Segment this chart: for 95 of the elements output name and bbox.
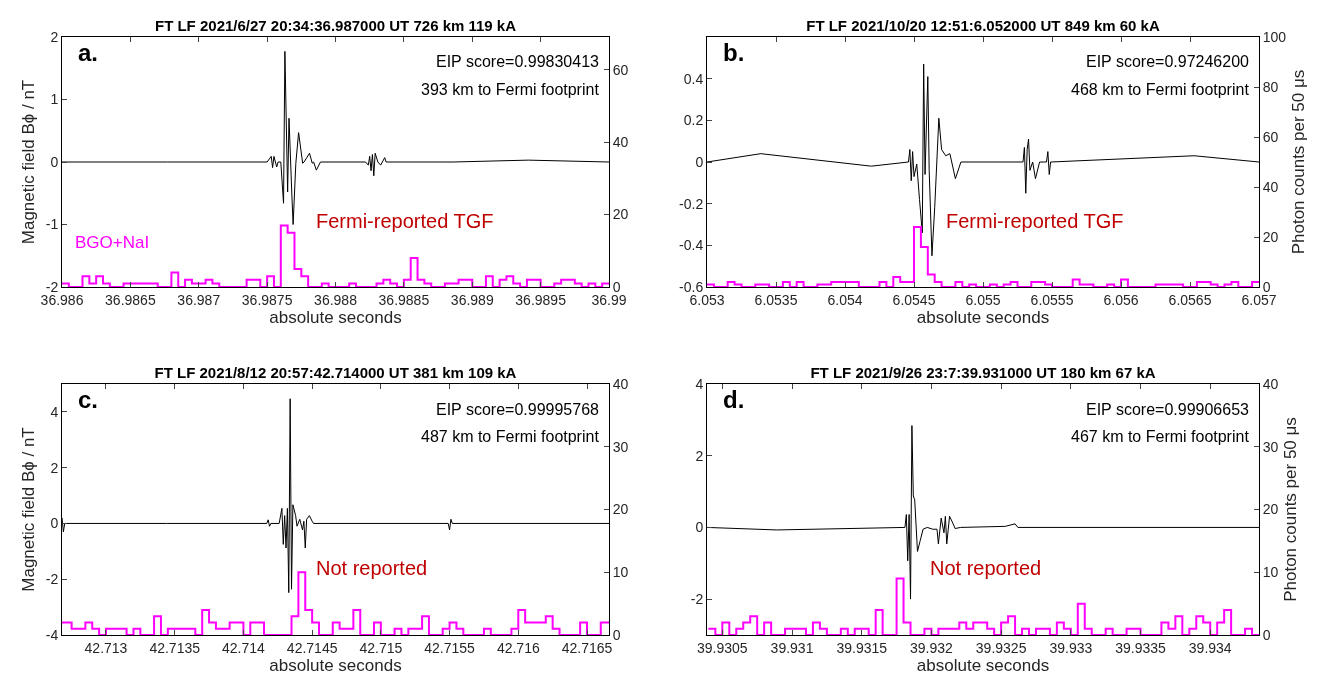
series-label: BGO+NaI bbox=[75, 233, 150, 252]
annotation: 468 km to Fermi footprint bbox=[1071, 81, 1250, 98]
y-tick-label: 0 bbox=[695, 519, 704, 536]
y-tick-label: 4 bbox=[695, 375, 704, 392]
annotation: Not reported bbox=[930, 557, 1042, 579]
y-tick-label: 0 bbox=[695, 153, 704, 170]
y2-tick-label: 100 bbox=[1262, 28, 1287, 45]
chart-title: FT LF 2021/6/27 20:34:36.987000 UT 726 km 119 kA bbox=[154, 17, 517, 34]
y-axis-title: Magnetic field Bϕ / nT bbox=[19, 427, 39, 592]
x-tick-label: 39.933 bbox=[1049, 639, 1093, 656]
x-tick-label: 39.9325 bbox=[975, 639, 1027, 656]
x-tick-label: 36.988 bbox=[314, 291, 358, 308]
y2-tick-label: 30 bbox=[612, 438, 629, 455]
annotation: EIP score=0.99830413 bbox=[436, 53, 600, 70]
y-axis-title: Magnetic field Bϕ / nT bbox=[19, 79, 39, 245]
x-tick-label: 42.714 bbox=[222, 639, 266, 656]
annotation: EIP score=0.97246200 bbox=[1086, 53, 1250, 70]
x-tick-label: 6.056 bbox=[1103, 291, 1139, 308]
x-tick-label: 36.9865 bbox=[105, 291, 156, 308]
chart-title: FT LF 2021/9/26 23:7:39.931000 UT 180 km 67 kA bbox=[810, 364, 1156, 381]
x-axis-title: absolute seconds bbox=[269, 656, 402, 676]
x-tick-label: 39.9315 bbox=[836, 639, 888, 656]
x-tick-label: 39.9335 bbox=[1115, 639, 1167, 656]
y2-axis-title: Photon counts per 50 μs bbox=[1280, 417, 1300, 602]
annotation: Fermi-reported TGF bbox=[316, 210, 494, 232]
x-tick-label: 42.7135 bbox=[149, 639, 201, 656]
x-tick-label: 6.0545 bbox=[892, 291, 936, 308]
annotation: c. bbox=[78, 386, 99, 413]
y2-tick-label: 40 bbox=[612, 375, 629, 392]
y2-tick-label: 0 bbox=[612, 626, 621, 643]
x-axis-title: absolute seconds bbox=[916, 308, 1050, 328]
x-tick-label: 39.9305 bbox=[697, 639, 748, 656]
y-tick-label: 4 bbox=[50, 403, 59, 420]
y2-tick-label: 20 bbox=[1262, 501, 1279, 518]
y-tick-label: 1 bbox=[50, 91, 59, 108]
x-tick-label: 6.0565 bbox=[1168, 291, 1212, 308]
x-tick-label: 39.932 bbox=[910, 639, 954, 656]
y2-tick-label: 40 bbox=[1262, 178, 1279, 195]
y2-tick-label: 60 bbox=[1262, 128, 1279, 145]
y-tick-label: 2 bbox=[50, 459, 59, 476]
y2-tick-label: 10 bbox=[1262, 564, 1279, 581]
y-tick-label: 0 bbox=[50, 515, 59, 532]
y2-axis-title: Photon counts per 50 μs bbox=[1288, 69, 1308, 255]
y-tick-label: -2 bbox=[45, 571, 59, 588]
x-tick-label: 6.0555 bbox=[1030, 291, 1074, 308]
x-tick-label: 36.9885 bbox=[378, 291, 430, 308]
x-tick-label: 6.055 bbox=[965, 291, 1001, 308]
y-tick-label: -1 bbox=[45, 216, 59, 233]
x-tick-label: 39.931 bbox=[770, 639, 814, 656]
annotation: EIP score=0.99906653 bbox=[1086, 401, 1250, 418]
annotation: 393 km to Fermi footprint bbox=[421, 81, 600, 98]
annotation: EIP score=0.99995768 bbox=[436, 401, 600, 418]
y-tick-label: 0 bbox=[50, 153, 59, 170]
x-tick-label: 6.054 bbox=[827, 291, 863, 308]
annotation: b. bbox=[723, 39, 745, 66]
y2-tick-label: 20 bbox=[612, 501, 629, 518]
y-tick-label: 0.4 bbox=[683, 70, 704, 87]
x-tick-label: 36.9895 bbox=[515, 291, 567, 308]
annotation: Not reported bbox=[316, 557, 428, 579]
y-tick-label: -2 bbox=[690, 591, 704, 608]
y-tick-label: 2 bbox=[695, 447, 704, 464]
y-tick-label: -0.2 bbox=[679, 195, 704, 212]
x-tick-label: 36.989 bbox=[450, 291, 494, 308]
annotation: d. bbox=[723, 386, 745, 413]
y-tick-label: -4 bbox=[45, 626, 59, 643]
chart-title: FT LF 2021/8/12 20:57:42.714000 UT 381 km 109 kA bbox=[154, 364, 517, 381]
y2-tick-label: 10 bbox=[612, 564, 629, 581]
x-tick-label: 42.7165 bbox=[561, 639, 613, 656]
x-tick-label: 36.987 bbox=[177, 291, 221, 308]
y-tick-label: 0.2 bbox=[683, 112, 704, 129]
x-tick-label: 36.9875 bbox=[241, 291, 293, 308]
x-tick-label: 42.715 bbox=[359, 639, 403, 656]
annotation: a. bbox=[78, 39, 99, 66]
y2-tick-label: 60 bbox=[612, 61, 629, 78]
y2-tick-label: 80 bbox=[1262, 78, 1279, 95]
annotation: 487 km to Fermi footprint bbox=[421, 428, 600, 445]
y2-tick-label: 20 bbox=[612, 206, 629, 223]
annotation: 467 km to Fermi footprint bbox=[1071, 428, 1250, 445]
x-tick-label: 42.716 bbox=[496, 639, 540, 656]
annotation: Fermi-reported TGF bbox=[946, 210, 1124, 232]
y-tick-label: -0.4 bbox=[679, 237, 704, 254]
y2-tick-label: 20 bbox=[1262, 228, 1279, 245]
x-tick-label: 42.713 bbox=[84, 639, 128, 656]
chart-title: FT LF 2021/10/20 12:51:6.052000 UT 849 km 60 kA bbox=[806, 17, 1160, 34]
y2-tick-label: 40 bbox=[612, 133, 629, 150]
y2-tick-label: 0 bbox=[1262, 626, 1271, 643]
y2-tick-label: 30 bbox=[1262, 438, 1279, 455]
x-axis-title: absolute seconds bbox=[916, 656, 1050, 676]
x-axis-title: absolute seconds bbox=[269, 308, 402, 328]
x-tick-label: 6.0535 bbox=[754, 291, 798, 308]
x-tick-label: 39.934 bbox=[1188, 639, 1232, 656]
x-tick-label: 42.7155 bbox=[424, 639, 476, 656]
x-tick-label: 42.7145 bbox=[286, 639, 338, 656]
y-tick-label: 2 bbox=[50, 28, 59, 45]
y2-tick-label: 40 bbox=[1262, 375, 1279, 392]
